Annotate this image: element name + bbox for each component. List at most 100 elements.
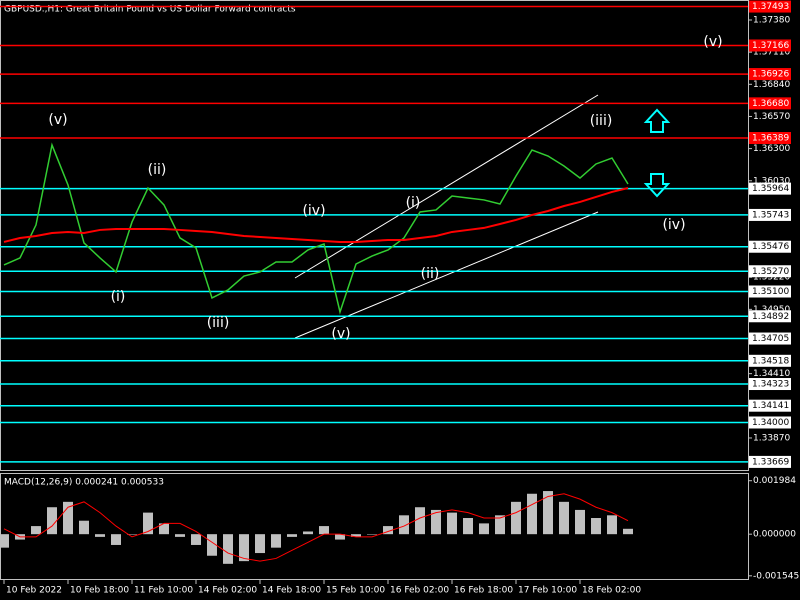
macd-bar: [255, 534, 265, 554]
macd-bar: [575, 509, 585, 535]
chart-title: GBPUSD.,H1: Great Britain Pound vs US Do…: [4, 5, 296, 15]
wave-label: (v): [331, 326, 350, 342]
wave-label: (ii): [421, 266, 440, 282]
macd-bar: [495, 515, 505, 535]
macd-bar: [559, 501, 569, 535]
level-label: 1.36680: [752, 99, 789, 109]
level-label-box: [749, 399, 791, 412]
level-label: 1.35100: [752, 287, 789, 297]
level-label-box: [749, 285, 791, 298]
y-tick-label: 1.36300: [753, 144, 790, 154]
macd-bar: [607, 515, 617, 535]
macd-bar: [63, 501, 73, 535]
x-tick-label: 17 Feb 10:00: [518, 586, 577, 596]
y-tick-label: 0.001984: [753, 476, 796, 486]
price-line: [3, 187, 629, 243]
level-label-box: [749, 265, 791, 278]
level-label-box: [749, 378, 791, 391]
macd-bar: [191, 534, 201, 545]
macd-bar: [623, 528, 633, 535]
macd-bar: [95, 534, 105, 537]
level-label: 1.35964: [752, 184, 789, 194]
x-tick-label: 15 Feb 10:00: [326, 586, 385, 596]
arrow-down: [643, 173, 671, 198]
level-label: 1.35270: [752, 267, 789, 277]
main-frame: [0, 0, 749, 471]
level-label-box: [749, 132, 791, 145]
level-label-box: [749, 68, 791, 81]
macd-bar: [271, 534, 281, 548]
level-label: 1.37493: [752, 2, 789, 12]
macd-bar: [175, 534, 185, 537]
macd-bar: [591, 518, 601, 535]
macd-bar: [383, 526, 393, 535]
y-tick-label: 1.37380: [753, 16, 790, 26]
level-label-box: [749, 0, 791, 13]
macd-bar: [303, 531, 313, 535]
macd-bar: [367, 534, 377, 535]
macd-bar: [143, 512, 153, 535]
level-label: 1.35743: [752, 210, 789, 220]
wave-label: (ii): [148, 162, 167, 178]
price-line: [3, 142, 629, 315]
macd-bar: [399, 515, 409, 535]
macd-bar: [335, 534, 345, 540]
y-tick-label: 1.36570: [753, 112, 790, 122]
signal-line: [3, 493, 629, 562]
macd-title: MACD(12,26,9) 0.000241 0.000533: [4, 478, 164, 488]
macd-bar: [463, 518, 473, 535]
x-tick-label: 11 Feb 10:00: [134, 586, 193, 596]
x-tick-label: 14 Feb 02:00: [198, 586, 257, 596]
macd-bar: [79, 520, 89, 535]
channel-upper: [294, 94, 599, 279]
y-tick-label: 1.36030: [753, 176, 790, 186]
macd-bar: [351, 534, 361, 537]
level-label-box: [749, 354, 791, 367]
y-tick-label: 1.34950: [753, 305, 790, 315]
level-label: 1.34000: [752, 418, 789, 428]
macd-bar: [319, 526, 329, 535]
macd-bar: [31, 526, 41, 535]
y-tick-label: 1.37110: [753, 48, 790, 58]
level-label-box: [749, 182, 791, 195]
macd-bar: [111, 534, 121, 545]
level-label: 1.37166: [752, 41, 789, 51]
x-tick-label: 10 Feb 2022: [6, 586, 62, 596]
macd-bar: [207, 534, 217, 556]
y-tick-label: 1.33870: [753, 433, 790, 443]
level-label: 1.34518: [752, 356, 789, 366]
wave-label: (iii): [207, 315, 230, 331]
wave-label: (i): [406, 195, 421, 211]
y-tick-label: -0.001545: [753, 571, 799, 581]
level-label: 1.33669: [752, 457, 789, 467]
macd-bar: [431, 509, 441, 535]
level-label-box: [749, 310, 791, 323]
x-tick-label: 10 Feb 18:00: [70, 586, 129, 596]
arrow-up: [643, 108, 671, 133]
y-tick-label: 0.000000: [753, 530, 796, 540]
macd-bar: [287, 534, 297, 537]
macd-bar: [527, 493, 537, 535]
x-tick-label: 16 Feb 18:00: [454, 586, 513, 596]
macd-bar: [47, 507, 57, 535]
macd-bar: [479, 523, 489, 535]
level-label-box: [749, 332, 791, 345]
macd-bar: [159, 523, 169, 535]
y-tick-label: 1.36840: [753, 80, 790, 90]
macd-bar: [0, 534, 9, 548]
macd-bar: [415, 507, 425, 535]
level-label: 1.36926: [752, 70, 789, 80]
x-tick-label: 18 Feb 02:00: [582, 586, 641, 596]
level-label: 1.35476: [752, 242, 789, 252]
wave-label: (v): [48, 112, 67, 128]
macd-bar: [543, 491, 553, 535]
macd-bar: [127, 534, 137, 535]
wave-label: (iii): [590, 113, 613, 129]
macd-bar: [239, 534, 249, 562]
y-tick-label: 1.35220: [753, 273, 790, 283]
level-label-box: [749, 97, 791, 110]
level-label: 1.36389: [752, 134, 789, 144]
wave-label: (iv): [662, 217, 685, 233]
level-label-box: [749, 240, 791, 253]
